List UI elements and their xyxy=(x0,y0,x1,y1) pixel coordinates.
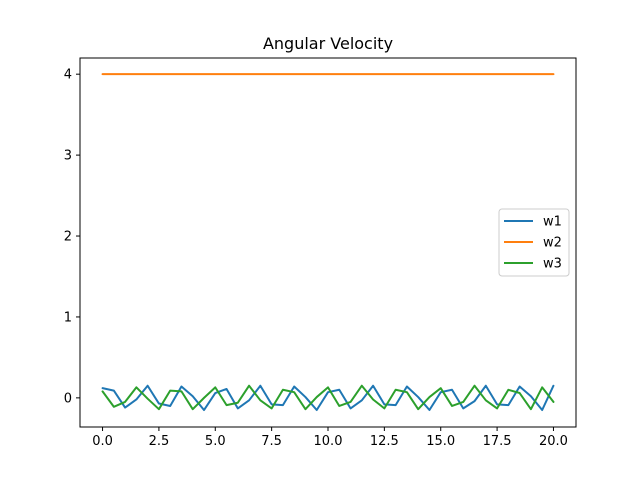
y-tick-label: 3 xyxy=(64,149,72,164)
y-tick-label: 4 xyxy=(64,68,72,83)
legend-label-w3: w3 xyxy=(543,257,562,272)
series-line-w1 xyxy=(101,384,555,412)
x-tick-label: 15.0 xyxy=(426,434,455,449)
axes: 0.0 2.5 5.0 7.5 10.0 12.5 15.0 17.5 20.0 0 1 2 3 4 xyxy=(64,57,577,449)
x-tick-label: 10.0 xyxy=(314,434,343,449)
x-tick-label: 17.5 xyxy=(483,434,512,449)
x-tick-label: 12.5 xyxy=(370,434,399,449)
legend-box xyxy=(498,208,570,277)
legend-label-w1: w1 xyxy=(543,215,562,230)
x-tick-label: 20.0 xyxy=(539,434,568,449)
y-tick-label: 2 xyxy=(64,230,72,245)
x-tick-label: 7.5 xyxy=(261,434,282,449)
x-tick-label: 0.0 xyxy=(92,434,113,449)
legend-label-w2: w2 xyxy=(543,236,562,251)
chart-title: Angular Velocity xyxy=(263,34,393,53)
x-tick-label: 5.0 xyxy=(205,434,226,449)
series-line-w3 xyxy=(101,384,555,411)
legend: w1 w2 w3 xyxy=(498,208,570,277)
y-tick-label: 0 xyxy=(64,391,72,406)
x-tick-label: 2.5 xyxy=(149,434,170,449)
y-tick-label: 1 xyxy=(64,310,72,325)
plot-area xyxy=(101,73,555,412)
